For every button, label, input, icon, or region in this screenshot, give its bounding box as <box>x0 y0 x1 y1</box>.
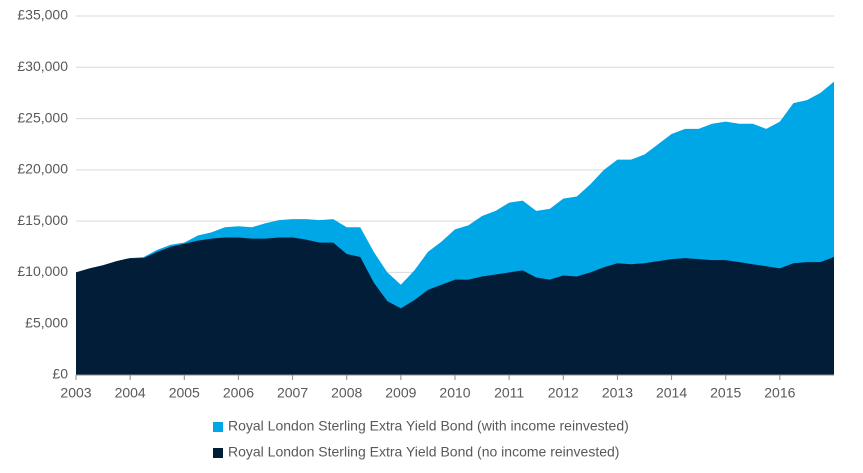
legend-label: Royal London Sterling Extra Yield Bond (… <box>228 444 619 460</box>
legend-swatch <box>213 448 223 458</box>
y-tick-label: £15,000 <box>17 212 68 228</box>
x-tick-label: 2004 <box>115 385 146 401</box>
x-tick-label: 2015 <box>710 385 741 401</box>
x-tick-label: 2005 <box>169 385 200 401</box>
x-tick-label: 2007 <box>277 385 308 401</box>
x-tick-label: 2009 <box>385 385 416 401</box>
legend-swatch <box>213 422 223 432</box>
y-tick-label: £0 <box>52 366 68 382</box>
area <box>76 237 834 375</box>
x-tick-label: 2010 <box>439 385 470 401</box>
x-tick-label: 2016 <box>764 385 795 401</box>
x-tick-label: 2013 <box>602 385 633 401</box>
x-tick-label: 2003 <box>60 385 91 401</box>
legend-label: Royal London Sterling Extra Yield Bond (… <box>228 418 629 434</box>
x-tick-label: 2006 <box>223 385 254 401</box>
y-tick-label: £30,000 <box>17 58 68 74</box>
x-tick-label: 2011 <box>494 385 524 401</box>
y-tick-label: £35,000 <box>17 7 68 23</box>
y-tick-label: £20,000 <box>17 161 68 177</box>
y-tick-label: £25,000 <box>17 109 68 125</box>
y-tick-label: £10,000 <box>17 263 68 279</box>
x-tick-label: 2014 <box>656 385 687 401</box>
x-tick-label: 2012 <box>548 385 579 401</box>
y-tick-label: £5,000 <box>25 314 68 330</box>
x-tick-label: 2008 <box>331 385 362 401</box>
